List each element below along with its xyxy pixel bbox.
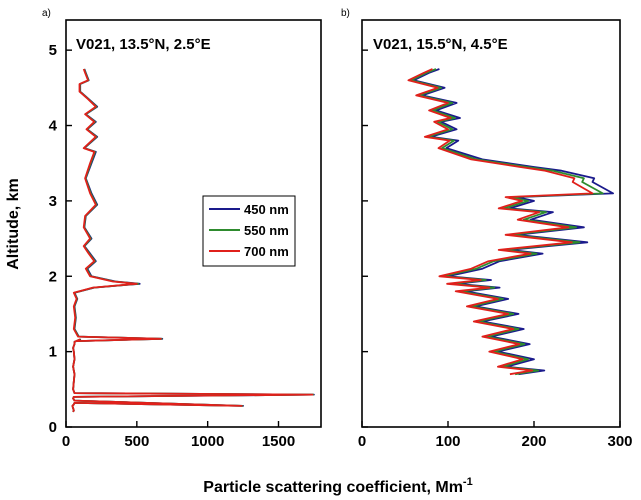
panel-b: b) V021, 15.5°N, 4.5°E 0 100 200 300 — [341, 8, 633, 450]
panel-a-y-tick-label: 5 — [49, 42, 57, 59]
panel-b-x-tick-label: 100 — [435, 433, 460, 450]
panel-a-x-tick-label: 500 — [124, 433, 149, 450]
legend: 450 nm 550 nm 700 nm — [202, 195, 296, 267]
panel-b-series-line-700-nm — [407, 68, 594, 376]
panel-a-series — [71, 68, 315, 413]
panel-a-x-tick-label: 0 — [62, 433, 70, 450]
panel-b-axes: 0 100 200 300 — [358, 49, 633, 450]
panel-b-x-tick-label: 200 — [521, 433, 546, 450]
panel-a-x-tick-label: 1500 — [262, 433, 295, 450]
panel-b-series — [407, 68, 614, 376]
panel-a-y-tick-label: 2 — [49, 268, 57, 285]
panel-b-x-tick-label: 0 — [358, 433, 366, 450]
panel-a-axes: 0 500 1000 1500 0 1 2 3 4 5 — [49, 42, 296, 450]
panel-a-label: a) — [42, 8, 51, 19]
panel-b-label: b) — [341, 8, 350, 19]
legend-label-450: 450 nm — [244, 202, 289, 217]
legend-label-700: 700 nm — [244, 244, 289, 259]
panel-a-y-tick-label: 3 — [49, 193, 57, 210]
panel-b-frame — [361, 19, 621, 428]
panel-a-title: V021, 13.5°N, 2.5°E — [76, 36, 211, 53]
panel-b-title: V021, 15.5°N, 4.5°E — [373, 36, 508, 53]
x-axis-label: Particle scattering coefficient, Mm-1 — [203, 476, 472, 496]
legend-label-550: 550 nm — [244, 223, 289, 238]
panel-a-series-line-700-nm — [71, 68, 314, 413]
y-axis-label: Altitude, km — [5, 178, 22, 270]
panel-a-y-tick-label: 0 — [49, 419, 57, 436]
panel-a-y-tick-label: 4 — [49, 118, 58, 135]
panel-b-x-tick-label: 300 — [607, 433, 632, 450]
panel-a-x-tick-label: 1000 — [191, 433, 224, 450]
x-axis-label-text: Particle scattering coefficient, Mm — [203, 479, 463, 496]
panel-a-frame — [65, 19, 322, 428]
panel-a-y-tick-label: 1 — [49, 344, 57, 361]
panel-a: a) V021, 13.5°N, 2.5°E 0 500 1000 1500 0 1 2 3 4… — [42, 8, 322, 450]
x-axis-label-sup: -1 — [463, 476, 473, 488]
